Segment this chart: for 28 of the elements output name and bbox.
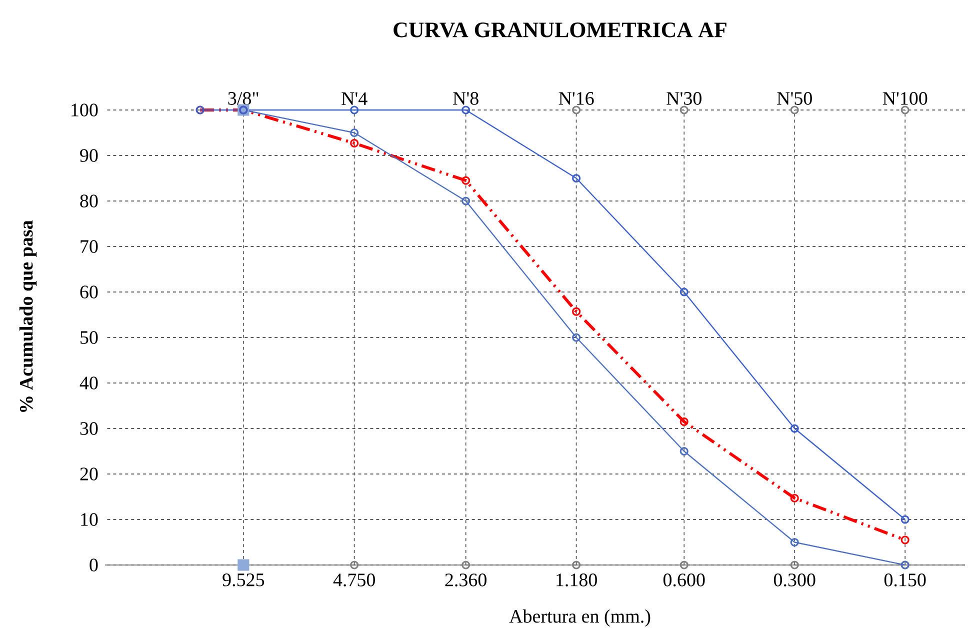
y-tick-label: 100 bbox=[72, 104, 98, 116]
annotation: N'4 bbox=[342, 92, 368, 105]
y-tick-label: 20 bbox=[80, 468, 98, 480]
y-tick-label: 10 bbox=[81, 513, 98, 526]
x-tick-label: 2.360 bbox=[445, 574, 486, 586]
annotation: N'30 bbox=[666, 92, 702, 105]
y-axis-title: % Acumulado que pasa bbox=[19, 220, 37, 412]
y-tick-label: 70 bbox=[80, 240, 98, 253]
y-tick-label: 80 bbox=[80, 194, 98, 208]
y-tick-label: 30 bbox=[80, 422, 98, 435]
x-tick-label: 0.300 bbox=[774, 574, 816, 586]
x-tick-label: 9.525 bbox=[222, 574, 264, 586]
annotation: N'50 bbox=[777, 92, 812, 105]
x-tick-label: 4.750 bbox=[333, 574, 375, 586]
y-tick-label: 90 bbox=[80, 149, 98, 162]
y-tick-label: 0 bbox=[90, 558, 98, 572]
y-tick-label: 60 bbox=[80, 286, 98, 298]
x-tick-label: 1.180 bbox=[556, 574, 597, 586]
x-tick-label: 0.150 bbox=[884, 574, 926, 586]
y-tick-label: 50 bbox=[80, 331, 98, 344]
annotation: N'16 bbox=[558, 92, 594, 105]
x-tick-label: 0.600 bbox=[663, 574, 705, 586]
annotation: N'100 bbox=[882, 92, 928, 105]
annotation: N'8 bbox=[453, 92, 478, 105]
x-axis-title: Abertura en (mm.) bbox=[509, 609, 650, 627]
y-tick-label: 40 bbox=[80, 376, 98, 390]
chart-title: CURVA GRANULOMETRICA AF bbox=[394, 22, 726, 38]
annotation: 3/8" bbox=[228, 92, 258, 105]
